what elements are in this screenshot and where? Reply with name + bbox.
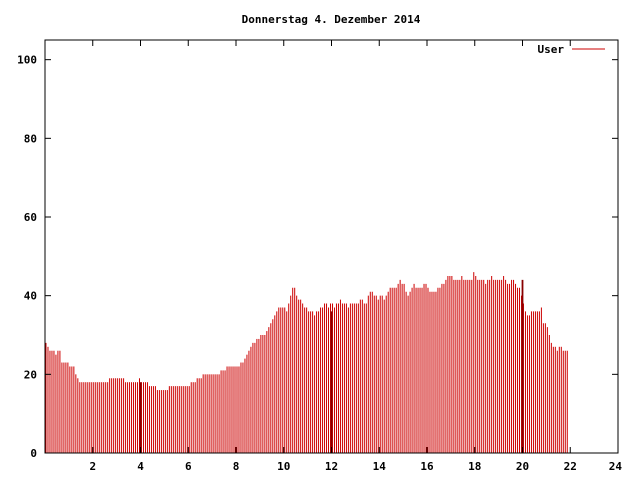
legend-label: User xyxy=(538,43,565,56)
x-tick-label: 12 xyxy=(325,460,338,473)
x-tick-label: 4 xyxy=(137,460,144,473)
legend: User xyxy=(538,43,605,56)
y-tick-label: 0 xyxy=(30,447,37,460)
x-axis: 2 4 6 8 10 12 14 16 18 20 22 24 xyxy=(89,40,622,473)
y-axis: 0 20 40 60 80 100 xyxy=(17,54,618,460)
x-tick-label: 10 xyxy=(277,460,290,473)
markers-layer xyxy=(139,279,524,453)
y-tick-label: 20 xyxy=(24,368,37,381)
y-tick-label: 60 xyxy=(24,211,37,224)
x-tick-label: 22 xyxy=(564,460,577,473)
x-tick-label: 14 xyxy=(373,460,387,473)
y-tick-label: 80 xyxy=(24,132,37,145)
x-tick-label: 16 xyxy=(420,460,434,473)
x-tick-label: 8 xyxy=(233,460,240,473)
x-tick-label: 6 xyxy=(185,460,192,473)
x-tick-label: 18 xyxy=(468,460,481,473)
y-tick-label: 40 xyxy=(24,290,37,303)
chart-title: Donnerstag 4. Dezember 2014 xyxy=(242,13,421,26)
bars-layer xyxy=(45,272,568,453)
y-tick-label: 100 xyxy=(17,54,37,67)
x-tick-label: 20 xyxy=(516,460,529,473)
x-tick-label: 24 xyxy=(609,460,623,473)
x-tick-label: 2 xyxy=(89,460,96,473)
